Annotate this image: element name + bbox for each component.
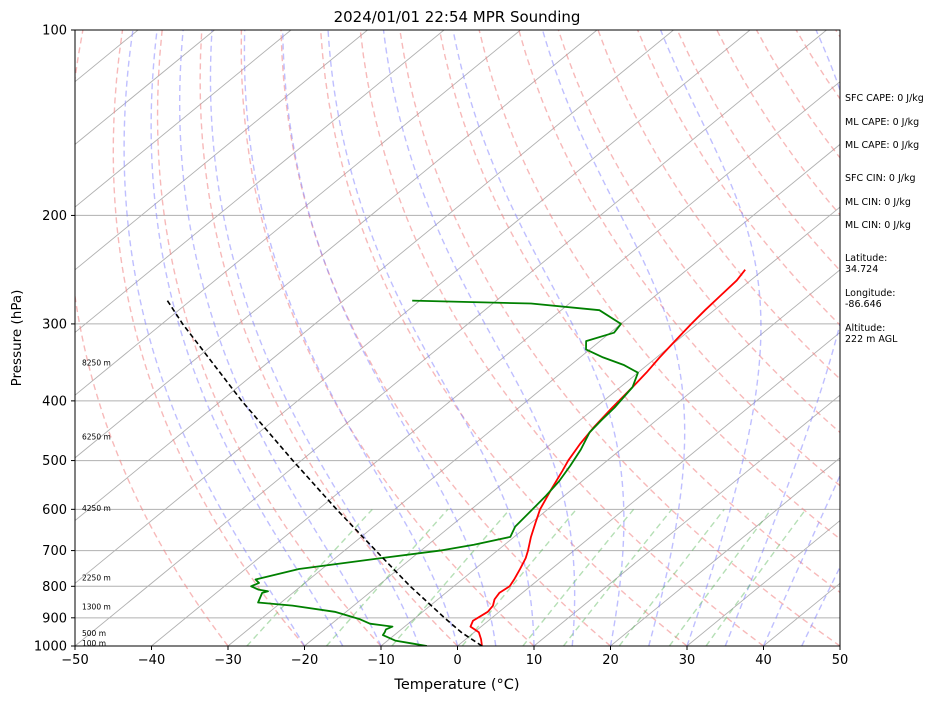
y-tick-label: 600: [42, 503, 67, 518]
height-label: 6250 m: [82, 433, 111, 442]
x-axis-label: Temperature (°C): [393, 677, 519, 693]
height-label: 1300 m: [82, 603, 111, 612]
y-tick-label: 200: [42, 209, 67, 224]
ml-cin-value: ML CIN: 0 J/kg: [845, 197, 911, 208]
height-label: 8250 m: [82, 358, 111, 367]
y-tick-label: 100: [42, 24, 67, 39]
sfc-cin-value: SFC CIN: 0 J/kg: [845, 173, 916, 184]
x-tick-label: 10: [526, 653, 543, 668]
ml-cape-value: ML CAPE: 0 J/kg: [845, 117, 919, 128]
x-tick-label: −30: [214, 653, 241, 668]
y-axis-label: Pressure (hPa): [9, 290, 25, 387]
y-tick-label: 700: [42, 544, 67, 559]
y-tick-label: 1000: [34, 640, 67, 655]
x-tick-label: 30: [679, 653, 696, 668]
y-tick-label: 900: [42, 611, 67, 626]
x-tick-label: 50: [832, 653, 849, 668]
x-tick-label: −10: [367, 653, 394, 668]
y-tick-label: 500: [42, 454, 67, 469]
ml-cin-value-2: ML CIN: 0 J/kg: [845, 220, 911, 231]
x-tick-label: −40: [138, 653, 165, 668]
latitude-value: Latitude: 34.724: [845, 253, 887, 275]
x-tick-label: 20: [602, 653, 619, 668]
x-tick-label: −50: [61, 653, 88, 668]
longitude-value: Longitude: -86.646: [845, 288, 895, 310]
altitude-value: Altitude: 222 m AGL: [845, 323, 897, 345]
chart-title: 2024/01/01 22:54 MPR Sounding: [334, 8, 581, 26]
height-label: 4250 m: [82, 504, 111, 513]
height-label: 2250 m: [82, 573, 111, 582]
sfc-cape-value: SFC CAPE: 0 J/kg: [845, 93, 924, 104]
x-tick-label: −20: [291, 653, 318, 668]
y-tick-label: 300: [42, 317, 67, 332]
x-tick-label: 0: [453, 653, 461, 668]
y-tick-label: 400: [42, 394, 67, 409]
y-tick-label: 800: [42, 580, 67, 595]
x-tick-label: 40: [755, 653, 772, 668]
ml-cape-value-2: ML CAPE: 0 J/kg: [845, 140, 919, 151]
height-label: 500 m: [82, 629, 106, 638]
